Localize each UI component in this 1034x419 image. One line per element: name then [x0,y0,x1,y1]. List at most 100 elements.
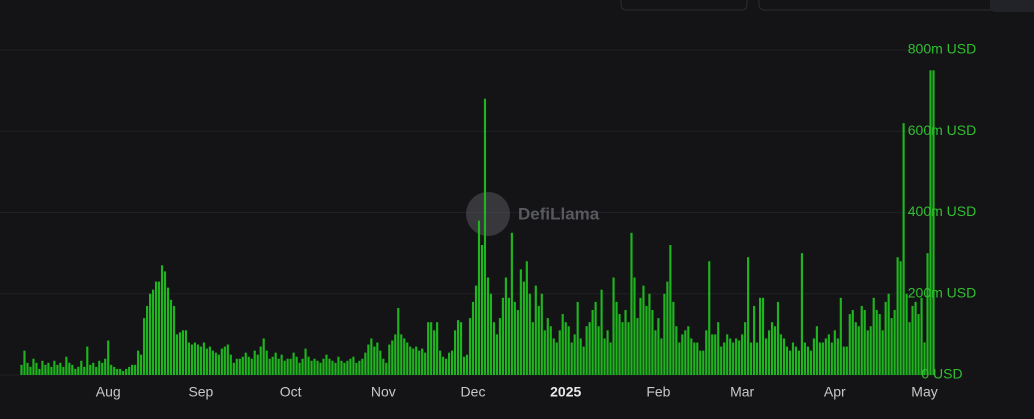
bar [187,342,191,375]
bar [624,310,627,375]
bar [412,348,415,375]
bar [579,338,582,375]
bar [750,342,753,375]
bar [301,358,304,375]
control-button[interactable] [990,0,1034,12]
bar [866,330,869,375]
bar [744,322,747,375]
bar [567,326,570,375]
bar [83,366,86,375]
bar [510,232,513,375]
bar [59,362,62,375]
bar [286,358,289,375]
bar [340,360,343,375]
bar [720,346,723,375]
bar [770,322,774,375]
bar [929,70,932,375]
bar [495,334,499,375]
bar [477,220,481,375]
bar [403,338,406,375]
bar [618,314,621,375]
bar [498,318,502,375]
bar [908,322,911,375]
bar [274,352,277,375]
bar [181,330,185,375]
bar [376,342,379,375]
bar [217,354,220,375]
bar [322,358,325,375]
bar [854,322,857,375]
x-tick-label: Mar [730,384,754,400]
bar [89,364,92,375]
y-tick-label: 200m USD [908,284,976,300]
bar [370,338,373,375]
bar [690,338,693,375]
bar [65,356,68,375]
bar [848,314,851,375]
bar [385,362,388,375]
bar [459,322,463,375]
bar [474,285,478,375]
bar [705,330,708,375]
bar [887,293,890,375]
bar [134,364,137,375]
bar [540,293,543,375]
bar [726,334,729,375]
bar [486,277,490,375]
bar [797,350,801,375]
bar [818,342,821,375]
bar [367,344,370,375]
bar [534,285,537,375]
bar [773,326,777,375]
x-tick-label: Feb [646,384,670,400]
bar [627,322,630,375]
bar [830,342,833,375]
bar [881,330,884,375]
bar [68,362,71,375]
bar [220,348,223,375]
bar [902,123,905,375]
bar [758,297,762,375]
bar [29,366,32,375]
bar [122,370,125,375]
bar [148,293,152,375]
bar [893,310,896,375]
bar [531,322,534,375]
bar [678,342,681,375]
bar [815,326,818,375]
bar [711,334,714,375]
bar [32,358,35,375]
bar [184,330,188,375]
bar [594,301,597,375]
bar [86,346,89,375]
bar [932,70,935,375]
control-button[interactable] [620,0,748,11]
bar [779,334,783,375]
bar [570,342,573,375]
bar [651,310,654,375]
bar [226,344,229,375]
bar [250,358,253,375]
bar [289,358,292,375]
bar [283,360,286,375]
bar [349,358,352,375]
watermark-logo [466,192,510,236]
bar [325,354,328,375]
bar [878,314,881,375]
bar [516,310,519,375]
bar [639,297,642,375]
bar [223,346,226,375]
bar [38,368,41,375]
bar [468,318,472,375]
bar [504,277,507,375]
bar [660,338,663,375]
watermark: DefiLlama [518,204,600,223]
control-button[interactable] [758,0,1007,11]
bar [232,362,235,375]
bar [391,340,394,375]
bar [140,354,143,375]
bar [41,360,44,375]
bar [827,334,830,375]
bar [836,338,839,375]
bar [525,261,528,375]
